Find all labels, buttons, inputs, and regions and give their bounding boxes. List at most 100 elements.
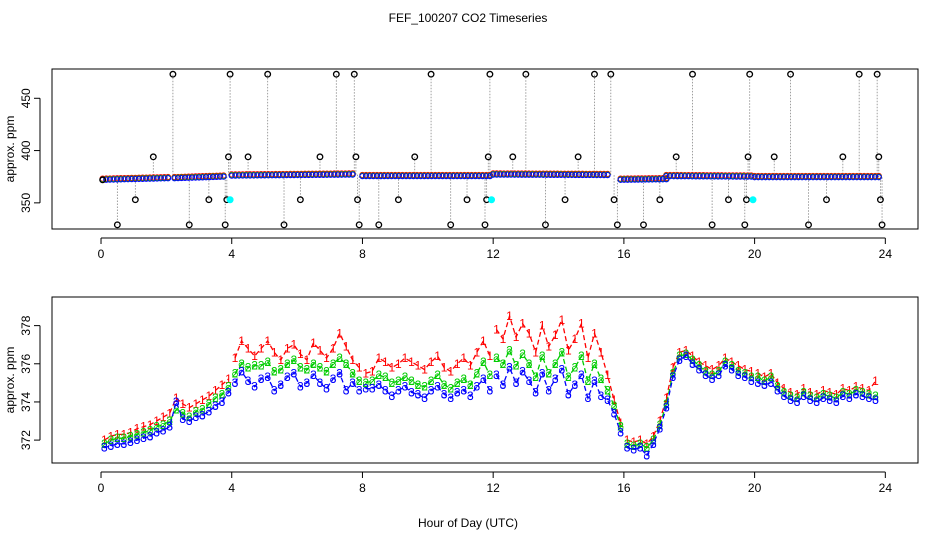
series-3-point (519, 369, 526, 376)
series-2-point (434, 373, 441, 380)
series-3-point (529, 171, 536, 178)
series-2-point (768, 375, 774, 381)
series-3-point (258, 377, 264, 383)
series-1-marker: 1 (748, 364, 755, 378)
series-1-marker: 1 (611, 393, 618, 407)
series-2-marker: 2 (768, 370, 775, 384)
series-3-point (728, 367, 735, 374)
series-3-point (624, 176, 631, 183)
series-2-point (617, 424, 624, 431)
series-1-marker: 1 (826, 385, 833, 399)
calibration-point (725, 196, 732, 204)
series-2-marker: 2 (859, 385, 866, 399)
series-3-point (504, 171, 511, 178)
series-3-marker: 3 (264, 370, 271, 384)
series-3-point (150, 175, 157, 182)
series-3-point (343, 388, 349, 395)
series-2-point (519, 352, 526, 359)
series-3-marker: 3 (826, 393, 833, 407)
series-1-marker: 1 (500, 332, 507, 346)
series-3-marker: 3 (656, 422, 663, 436)
series-3-point (461, 173, 468, 180)
series-1-marker: 1 (585, 351, 592, 365)
series-2-point (611, 403, 617, 410)
series-1-marker: 1 (689, 349, 696, 363)
series-3-point (473, 384, 480, 391)
series-2-marker: 2 (362, 376, 369, 390)
series-3-point (212, 403, 219, 410)
series-3-marker: 3 (735, 368, 742, 382)
series-3-point (186, 419, 193, 425)
calibration-point (522, 70, 530, 78)
series-3-point (729, 173, 736, 180)
series-3-point (373, 173, 381, 180)
series-3-point (806, 174, 813, 181)
series-3-marker: 3 (343, 383, 350, 397)
series-3-point (304, 381, 310, 387)
series-3-point (872, 174, 879, 181)
series-2-marker: 2 (114, 431, 121, 445)
series-3-point (681, 173, 688, 180)
series-3-point (751, 174, 758, 181)
series-3-marker: 3 (604, 393, 611, 407)
series-3-marker: 3 (434, 380, 441, 394)
series-3-marker: 3 (807, 393, 814, 407)
series-1-marker: 1 (853, 380, 860, 394)
series-1-marker: 1 (264, 334, 271, 348)
series-3-point (875, 174, 882, 181)
series-1-marker: 1 (526, 326, 533, 340)
series-3-point (670, 173, 677, 180)
series-3-marker: 3 (186, 414, 193, 428)
series-3-marker: 3 (794, 395, 801, 409)
series-1-marker: 1 (356, 361, 363, 375)
top-y-axis-label: approx. ppm (3, 116, 17, 183)
series-2-marker: 2 (134, 427, 141, 441)
series-3-marker: 3 (277, 378, 284, 392)
series-2-line (103, 348, 876, 449)
series-3-point (777, 174, 784, 181)
series-3-point (114, 442, 121, 448)
series-3-marker: 3 (689, 357, 696, 371)
series-3-point (565, 392, 572, 399)
series-2-marker: 2 (552, 357, 559, 371)
series-3-point (798, 174, 806, 181)
series-3-point (359, 173, 366, 180)
series-1-marker: 1 (670, 361, 677, 375)
series-1-marker: 1 (650, 429, 657, 443)
series-1-marker: 1 (362, 366, 369, 380)
series-3-point (604, 398, 611, 404)
calibration-point (839, 153, 847, 161)
series-3-point (593, 171, 600, 179)
series-3-point (707, 173, 714, 180)
series-3-marker: 3 (192, 410, 199, 424)
series-3-point (828, 174, 835, 181)
calibration-point (205, 196, 213, 204)
series-3-point (432, 173, 439, 180)
series-2-point (395, 379, 402, 385)
series-2-point (513, 363, 519, 370)
series-3-point (780, 174, 787, 181)
series-3-marker: 3 (304, 376, 311, 390)
series-3-marker: 3 (284, 370, 291, 384)
series-3-marker: 3 (572, 378, 579, 392)
series-3-point (500, 171, 507, 178)
series-2-marker: 2 (199, 403, 206, 417)
series-3-point (338, 171, 345, 178)
series-1-marker: 1 (330, 342, 337, 356)
series-3-point (475, 173, 483, 180)
series-1-marker: 1 (232, 351, 239, 365)
series-2-point (408, 379, 415, 385)
series-2-marker: 2 (853, 383, 860, 397)
series-1-marker: 1 (800, 382, 807, 396)
series-2-point (225, 384, 232, 391)
series-3-point (598, 394, 604, 401)
calibration-point (656, 196, 664, 204)
series-3-point (624, 445, 631, 452)
bottom-y-tick-label: 376 (19, 353, 33, 373)
calibration-point (770, 153, 778, 161)
series-3-point (511, 171, 518, 178)
series-1-marker: 1 (565, 343, 572, 357)
calibration-point (225, 153, 232, 161)
series-1-marker: 1 (428, 355, 435, 369)
series-3-marker: 3 (330, 372, 337, 386)
